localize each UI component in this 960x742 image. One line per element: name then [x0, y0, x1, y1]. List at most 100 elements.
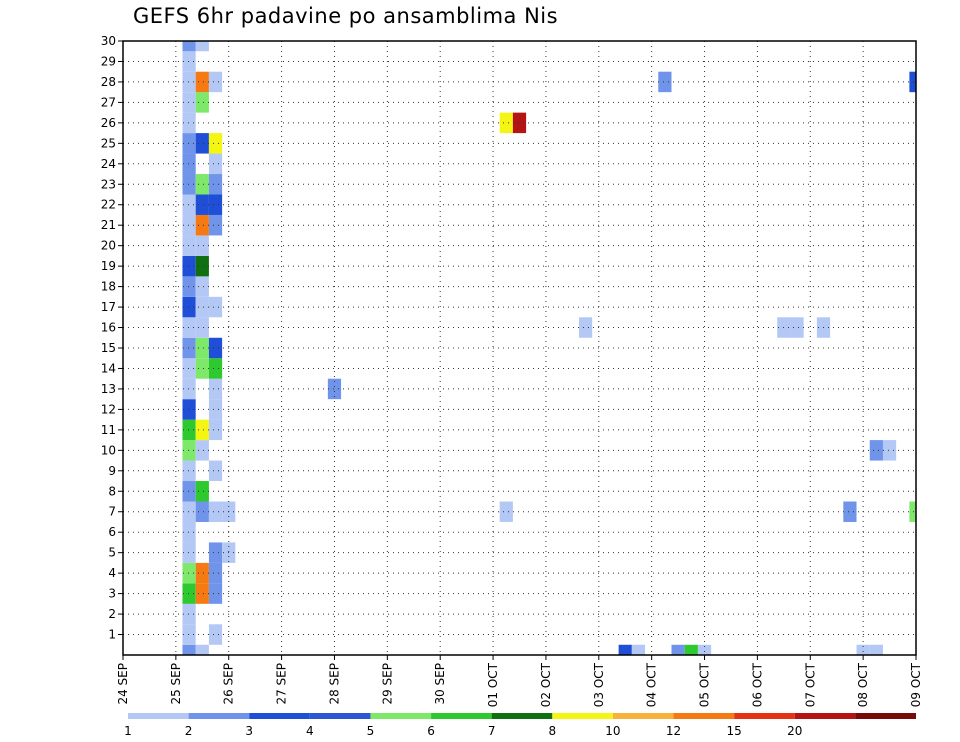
- heatmap-cell: [182, 521, 196, 543]
- y-axis-ticks: 1234567891011121314151617181920212223242…: [101, 34, 123, 642]
- heatmap-cell: [182, 481, 196, 502]
- heatmap-cell: [631, 644, 646, 655]
- y-tick-label: 25: [101, 136, 116, 150]
- heatmap-cell: [856, 644, 870, 655]
- heatmap-cell: [182, 419, 196, 441]
- colorbar-segment: [309, 713, 371, 719]
- y-tick-label: 17: [101, 300, 116, 314]
- heatmap-cell: [195, 194, 209, 215]
- heatmap-cell: [208, 562, 223, 584]
- y-tick-label: 13: [101, 382, 116, 396]
- heatmap-cell: [182, 440, 196, 461]
- colorbar-label: 6: [427, 724, 435, 738]
- heatmap-cell: [697, 644, 712, 655]
- heatmap-cell: [195, 235, 209, 256]
- heatmap-cell: [182, 112, 196, 134]
- heatmap-cell: [182, 603, 196, 625]
- colorbar-segment: [370, 713, 432, 719]
- x-tick-label: 25 SEP: [169, 663, 183, 705]
- heatmap-cell: [208, 624, 223, 645]
- heatmap-cell: [882, 440, 897, 461]
- colorbar-segment: [128, 713, 189, 719]
- colorbar-segment: [612, 713, 674, 719]
- y-tick-label: 5: [108, 546, 116, 560]
- heatmap-cell: [618, 644, 632, 655]
- heatmap-cell: [208, 358, 223, 379]
- heatmap-cell: [182, 133, 196, 154]
- x-tick-label: 28 SEP: [327, 663, 341, 705]
- y-tick-label: 26: [101, 116, 116, 130]
- x-tick-label: 08 OCT: [856, 662, 870, 707]
- heatmap-cell: [182, 337, 196, 359]
- y-tick-label: 24: [101, 157, 116, 171]
- y-tick-label: 9: [108, 464, 116, 478]
- y-tick-label: 20: [101, 239, 116, 253]
- colorbar-label: 15: [727, 724, 742, 738]
- y-tick-label: 29: [101, 54, 116, 68]
- heatmap-cell: [195, 71, 209, 93]
- y-tick-label: 16: [101, 321, 116, 335]
- heatmap-cell: [208, 419, 223, 441]
- heatmap-cell: [327, 378, 342, 400]
- x-tick-label: 06 OCT: [750, 662, 764, 707]
- heatmap-cell: [182, 624, 196, 645]
- heatmap-cell: [182, 255, 196, 277]
- colorbar-label: 7: [488, 724, 496, 738]
- heatmap-cell: [182, 460, 196, 482]
- heatmap-cell: [182, 562, 196, 584]
- heatmap-cell: [671, 644, 685, 655]
- heatmap-cell: [208, 583, 223, 604]
- x-tick-label: 07 OCT: [803, 662, 817, 707]
- heatmap-cell: [499, 112, 513, 134]
- heatmap-cell: [195, 174, 209, 195]
- heatmap-cell: [790, 317, 804, 338]
- heatmap-cell: [208, 542, 223, 563]
- heatmap-cell: [195, 296, 209, 318]
- y-tick-label: 27: [101, 95, 116, 109]
- heatmap-cell: [182, 235, 196, 256]
- heatmap-cell: [182, 153, 196, 175]
- heatmap-cell: [195, 133, 209, 154]
- heatmap-cell: [195, 562, 209, 584]
- heatmap-cell: [195, 358, 209, 379]
- heatmap-cell: [869, 440, 883, 461]
- heatmap-cell: [843, 501, 857, 522]
- heatmap-cell: [195, 41, 209, 52]
- heatmap-cell: [182, 358, 196, 379]
- heatmap-cell: [909, 71, 916, 93]
- heatmap-cell: [208, 378, 223, 400]
- heatmap-cell: [182, 317, 196, 338]
- y-tick-label: 3: [108, 587, 116, 601]
- heatmap-cell: [208, 337, 223, 359]
- heatmap-cell: [182, 583, 196, 604]
- y-tick-label: 1: [108, 628, 116, 642]
- y-tick-label: 14: [101, 361, 116, 375]
- colorbar-segment: [491, 713, 553, 719]
- heatmap-cell: [182, 41, 196, 52]
- heatmap-cell: [195, 481, 209, 502]
- colorbar-label: 8: [548, 724, 556, 738]
- heatmap-cell: [182, 194, 196, 215]
- grid-lines: [123, 41, 916, 655]
- y-tick-label: 22: [101, 198, 116, 212]
- heatmap-cell: [208, 133, 223, 154]
- heatmap-cell: [578, 317, 593, 338]
- heatmap-cell: [208, 174, 223, 195]
- y-tick-label: 28: [101, 75, 116, 89]
- heatmap-cell: [182, 501, 196, 522]
- heatmap-cell: [182, 71, 196, 93]
- x-axis-ticks: 24 SEP 25 SEP 26 SEP 27 SEP 28 SEP 29 SEP 30 S…: [116, 655, 923, 707]
- x-tick-label: 29 SEP: [380, 663, 394, 705]
- heatmap-cell: [658, 71, 672, 93]
- x-tick-label: 26 SEP: [222, 663, 236, 705]
- x-tick-label: 03 OCT: [592, 662, 606, 707]
- heatmap-cell: [195, 419, 209, 441]
- x-tick-label: 05 OCT: [698, 662, 712, 707]
- y-tick-label: 6: [108, 525, 116, 539]
- y-tick-label: 8: [108, 484, 116, 498]
- heatmap-cell: [182, 296, 196, 318]
- y-tick-label: 12: [101, 402, 116, 416]
- heatmap-cells: [182, 41, 916, 655]
- y-tick-label: 4: [108, 566, 116, 580]
